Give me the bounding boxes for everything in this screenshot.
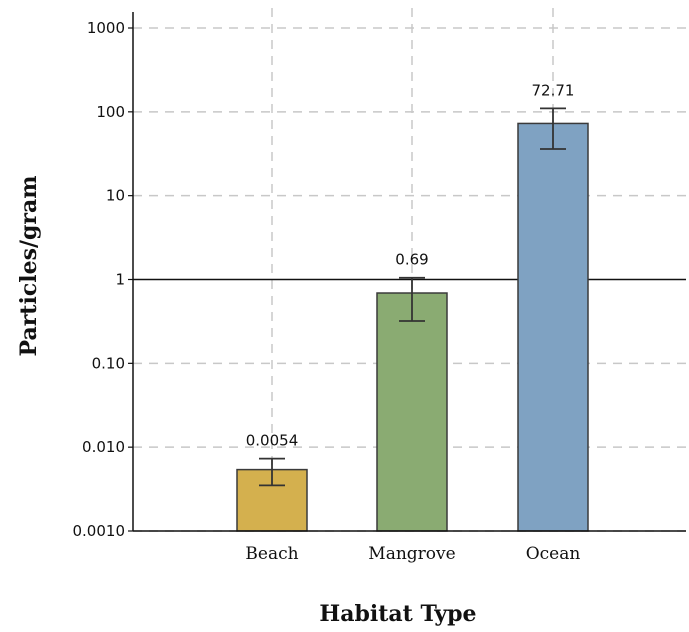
y-tick-label: 0.010 — [82, 438, 125, 456]
data-label-mangrove: 0.69 — [395, 251, 428, 269]
x-tick-label-mangrove: Mangrove — [368, 544, 455, 564]
y-tick-label: 1 — [115, 271, 125, 289]
y-axis-title: Particles/gram — [16, 176, 42, 357]
data-label-beach: 0.0054 — [246, 432, 299, 450]
y-tick-label: 0.10 — [92, 354, 125, 372]
y-tick-label: 100 — [96, 103, 125, 121]
x-tick-label-ocean: Ocean — [526, 544, 581, 564]
bars: 0.0054 0.69 72.71 — [236, 81, 589, 532]
x-tick-label-beach: Beach — [245, 544, 298, 564]
x-axis-title: Habitat Type — [319, 601, 476, 627]
bar-mangrove — [376, 292, 448, 532]
x-axis-ticks: Beach Mangrove Ocean — [245, 544, 580, 564]
y-tick-label: 0.0010 — [73, 522, 126, 540]
y-tick-label: 10 — [106, 187, 125, 205]
data-label-ocean: 72.71 — [532, 81, 575, 99]
y-tick-label: 1000 — [87, 19, 125, 37]
y-axis-ticks: 0.0010 0.010 0.10 1 10 100 1000 — [73, 19, 133, 540]
bar-ocean — [517, 122, 589, 532]
